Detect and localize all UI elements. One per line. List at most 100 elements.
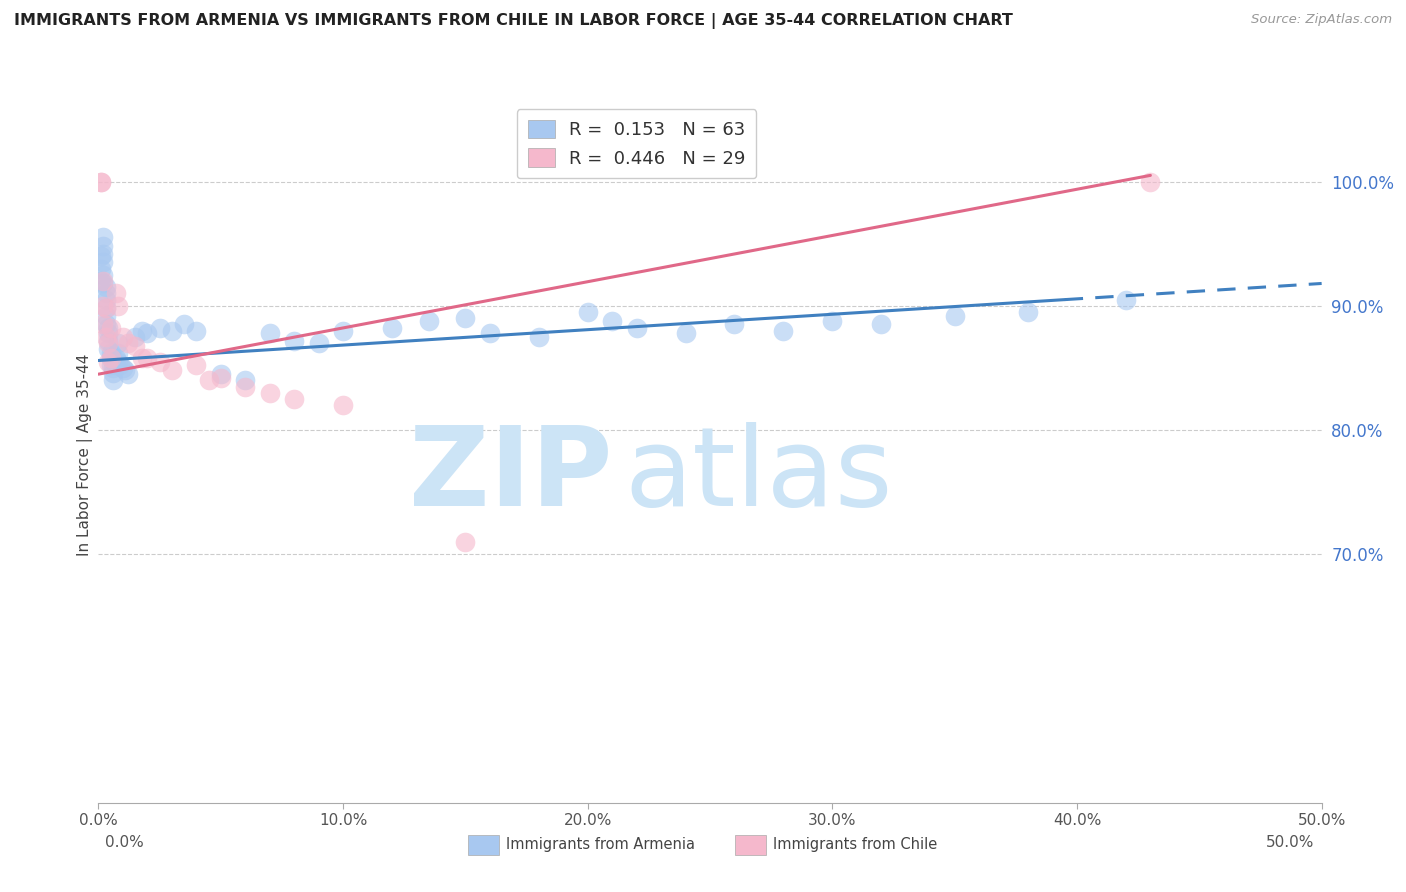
Point <box>149 321 172 335</box>
Point <box>124 330 146 344</box>
Text: Source: ZipAtlas.com: Source: ZipAtlas.com <box>1251 13 1392 27</box>
Point <box>94 293 117 307</box>
Point <box>576 305 599 319</box>
Point <box>101 366 124 380</box>
Text: 0.0%: 0.0% <box>105 836 145 850</box>
Point <box>90 249 112 263</box>
Point <box>90 274 112 288</box>
Point <box>943 309 966 323</box>
Point <box>91 255 114 269</box>
Point <box>259 385 281 400</box>
Point <box>90 261 112 276</box>
Point <box>101 360 124 375</box>
Point <box>100 359 122 373</box>
Point <box>723 318 745 332</box>
Point <box>91 274 114 288</box>
Point <box>675 326 697 340</box>
Point <box>90 175 112 189</box>
Point <box>104 359 127 373</box>
Point <box>104 351 127 365</box>
Point <box>91 299 114 313</box>
Point <box>209 367 232 381</box>
Point <box>94 286 117 301</box>
Point <box>136 326 159 340</box>
Point <box>111 330 134 344</box>
Point <box>100 351 122 365</box>
Point <box>173 318 195 332</box>
Point <box>107 355 129 369</box>
Point <box>91 230 114 244</box>
Point <box>283 334 305 348</box>
Point <box>209 371 232 385</box>
Point <box>308 336 330 351</box>
Point <box>332 324 354 338</box>
Point <box>454 311 477 326</box>
Point <box>186 324 208 338</box>
Text: Immigrants from Chile: Immigrants from Chile <box>773 838 938 852</box>
Point <box>104 286 127 301</box>
Point <box>149 355 172 369</box>
Point <box>107 336 129 351</box>
Point <box>160 363 183 377</box>
Text: atlas: atlas <box>624 422 893 529</box>
Point <box>381 321 404 335</box>
Point <box>97 321 120 335</box>
Point <box>94 309 117 323</box>
Point <box>110 359 132 373</box>
Point <box>131 351 153 365</box>
Point <box>107 346 129 360</box>
Point <box>100 321 122 335</box>
Point <box>821 314 844 328</box>
Point <box>107 299 129 313</box>
Point <box>131 324 153 338</box>
Point <box>94 301 117 316</box>
Point <box>117 367 139 381</box>
Point <box>91 268 114 282</box>
Point <box>97 355 120 369</box>
Point <box>772 324 794 338</box>
Text: IMMIGRANTS FROM ARMENIA VS IMMIGRANTS FROM CHILE IN LABOR FORCE | AGE 35-44 CORR: IMMIGRANTS FROM ARMENIA VS IMMIGRANTS FR… <box>14 13 1012 29</box>
Y-axis label: In Labor Force | Age 35-44: In Labor Force | Age 35-44 <box>76 354 93 556</box>
Point <box>91 277 114 291</box>
Point <box>111 360 134 375</box>
Point <box>136 351 159 365</box>
Point <box>283 392 305 406</box>
Point <box>94 318 117 332</box>
Point <box>97 334 120 348</box>
Point <box>1139 175 1161 189</box>
Point <box>160 324 183 338</box>
Point <box>124 338 146 352</box>
Point <box>527 330 550 344</box>
Point <box>1017 305 1039 319</box>
Point <box>100 346 122 360</box>
Point <box>626 321 648 335</box>
Point <box>233 379 256 393</box>
Point <box>600 314 623 328</box>
Point <box>97 336 120 351</box>
Point <box>114 363 136 377</box>
Text: 50.0%: 50.0% <box>1267 836 1315 850</box>
Point <box>91 246 114 260</box>
Point <box>100 351 122 365</box>
Point <box>101 373 124 387</box>
Point <box>259 326 281 340</box>
Point <box>197 373 219 387</box>
Point <box>478 326 501 340</box>
Text: Immigrants from Armenia: Immigrants from Armenia <box>506 838 695 852</box>
Point <box>332 398 354 412</box>
Point <box>1115 293 1137 307</box>
Point <box>91 318 114 332</box>
Point <box>418 314 440 328</box>
Point <box>454 534 477 549</box>
Point <box>90 175 112 189</box>
Point <box>94 280 117 294</box>
Point <box>186 359 208 373</box>
Point <box>870 318 893 332</box>
Point <box>94 301 117 316</box>
Legend: R =  0.153   N = 63, R =  0.446   N = 29: R = 0.153 N = 63, R = 0.446 N = 29 <box>517 109 756 178</box>
Point <box>97 326 120 340</box>
Text: ZIP: ZIP <box>409 422 612 529</box>
Point <box>91 239 114 253</box>
Point <box>233 373 256 387</box>
Point <box>97 343 120 357</box>
